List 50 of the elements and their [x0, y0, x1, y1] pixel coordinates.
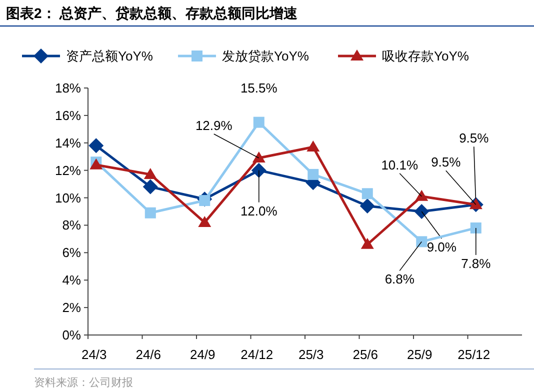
data-label: 10.1%	[381, 157, 418, 172]
data-label: 12.9%	[195, 118, 233, 133]
chart-title: 图表2： 总资产、贷款总额、存款总额同比增速	[6, 5, 299, 21]
point	[251, 162, 266, 178]
y-tick-label: 12%	[54, 162, 82, 178]
point	[253, 116, 264, 128]
point	[416, 236, 428, 248]
data-label: 9.5%	[431, 154, 462, 170]
point	[88, 138, 104, 154]
point	[144, 207, 156, 218]
point	[306, 140, 320, 152]
y-tick-label: 16%	[54, 108, 82, 123]
point	[415, 190, 428, 201]
point	[198, 216, 212, 227]
y-tick-label: 14%	[54, 135, 82, 150]
x-tick-label: 25/6	[352, 347, 378, 362]
point	[470, 222, 482, 234]
point	[144, 168, 157, 179]
x-tick-label: 25/12	[458, 347, 490, 362]
data-label: 7.8%	[461, 256, 492, 271]
point	[360, 198, 375, 214]
y-tick-label: 10%	[54, 190, 82, 206]
y-tick-label: 2%	[62, 300, 82, 316]
x-tick-label: 24/6	[136, 347, 162, 362]
y-tick-label: 0%	[62, 328, 82, 342]
legend-label: 发放贷款YoY%	[222, 48, 310, 64]
point	[308, 168, 319, 180]
point	[252, 151, 266, 162]
data-label: 9.0%	[426, 240, 457, 254]
legend-label: 吸收存款YoY%	[382, 48, 470, 64]
text: 资料来源：公司财报	[34, 376, 133, 389]
x-tick-label: 25/9	[406, 347, 432, 362]
x-tick-label: 24/9	[190, 347, 216, 362]
point	[362, 188, 373, 200]
y-tick-label: 4%	[62, 272, 82, 288]
data-label: 15.5%	[240, 80, 278, 96]
y-tick-label: 18%	[54, 80, 82, 96]
point	[469, 198, 482, 210]
y-tick-label: 6%	[62, 245, 82, 260]
point	[142, 179, 158, 194]
legend-label: 资产总额YoY%	[66, 48, 154, 64]
data-label: 6.8%	[384, 272, 415, 287]
x-tick-label: 24/12	[240, 347, 274, 362]
y-tick-label: 8%	[62, 218, 82, 233]
data-label: 12.0%	[240, 203, 278, 218]
point	[414, 204, 430, 219]
x-tick-label: 24/3	[81, 347, 107, 362]
x-tick-label: 25/3	[298, 347, 324, 362]
point	[360, 238, 374, 249]
data-label: 9.5%	[459, 130, 490, 146]
